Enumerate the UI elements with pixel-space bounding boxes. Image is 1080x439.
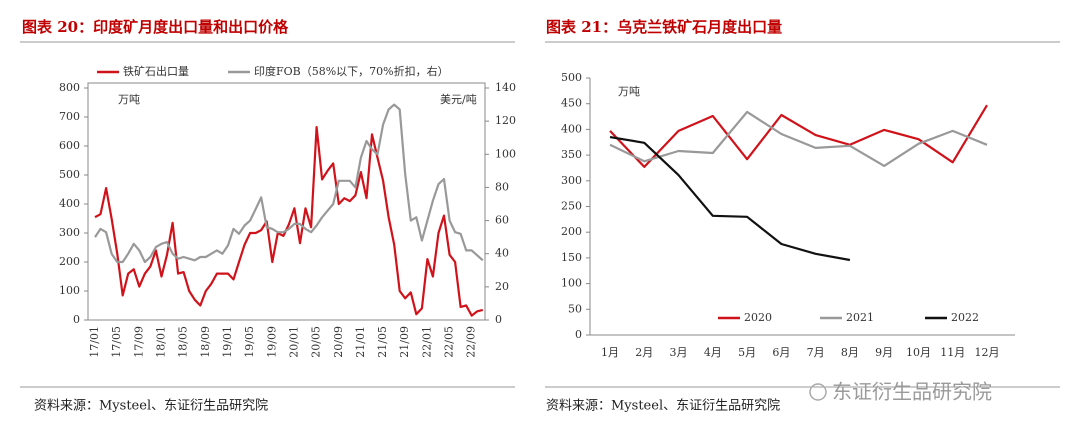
y-tick-label: 300 (59, 226, 80, 239)
x-tick-label: 19/01 (221, 326, 234, 358)
y-tick-label: 400 (59, 197, 80, 210)
y-tick-label: 800 (59, 81, 80, 94)
y2-tick-label: 80 (495, 180, 509, 193)
x-tick-label: 11月 (940, 346, 965, 359)
legend-label: 2020 (744, 311, 772, 324)
y2-tick-label: 20 (495, 280, 509, 293)
x-tick-label: 8月 (841, 346, 859, 359)
y2-tick-label: 40 (495, 247, 509, 260)
x-tick-label: 18/01 (154, 326, 167, 358)
series-line (609, 136, 851, 262)
x-tick-label: 17/05 (110, 326, 123, 358)
x-tick-label: 7月 (807, 346, 825, 359)
y-tick-label: 200 (59, 255, 80, 268)
y-tick-label: 200 (561, 225, 582, 238)
y-tick-label: 350 (561, 148, 582, 161)
chart-title: 图表 20：印度矿月度出口量和出口价格 (22, 18, 289, 36)
x-tick-label: 6月 (772, 346, 790, 359)
y-tick-label: 450 (561, 97, 582, 110)
x-tick-label: 19/05 (243, 326, 256, 358)
y2-unit: 美元/吨 (440, 93, 477, 106)
y2-tick-label: 0 (495, 313, 502, 326)
x-tick-label: 5月 (738, 346, 756, 359)
y2-tick-label: 140 (495, 81, 516, 94)
x-tick-label: 22/09 (465, 326, 478, 358)
x-tick-label: 10月 (906, 346, 931, 359)
series-line (609, 110, 988, 167)
x-tick-label: 17/01 (88, 326, 101, 358)
x-tick-label: 17/09 (132, 326, 145, 358)
legend-label: 印度FOB（58%以下，70%折扣，右） (254, 64, 449, 78)
y-tick-label: 700 (59, 110, 80, 123)
y-unit: 万吨 (618, 85, 640, 98)
y-tick-label: 100 (59, 284, 80, 297)
y-tick-label: 400 (561, 122, 582, 135)
y2-tick-label: 100 (495, 147, 516, 160)
legend-label: 铁矿石出口量 (123, 64, 189, 78)
x-tick-label: 20/09 (332, 326, 345, 358)
x-tick-label: 19/09 (265, 326, 278, 358)
y-tick-label: 500 (59, 168, 80, 181)
y-tick-label: 50 (568, 302, 582, 315)
y-tick-label: 0 (73, 313, 80, 326)
series-line (94, 126, 484, 317)
x-tick-label: 22/05 (443, 326, 456, 358)
x-tick-label: 22/01 (420, 326, 433, 358)
x-tick-label: 1月 (601, 346, 619, 359)
source: 资料来源：Mysteel、东证衍生品研究院 (546, 399, 780, 414)
x-tick-label: 9月 (875, 346, 893, 359)
series-line (94, 103, 484, 264)
x-tick-label: 18/05 (177, 326, 190, 358)
chart-title: 图表 21：乌克兰铁矿石月度出口量 (546, 18, 782, 36)
x-tick-label: 4月 (704, 346, 722, 359)
x-tick-label: 3月 (670, 346, 688, 359)
y-tick-label: 300 (561, 174, 582, 187)
y-unit: 万吨 (118, 93, 140, 106)
x-tick-label: 20/05 (310, 326, 323, 358)
y-tick-label: 100 (561, 277, 582, 290)
x-tick-label: 12月 (975, 346, 1000, 359)
y-tick-label: 600 (59, 139, 80, 152)
y-tick-label: 250 (561, 200, 582, 213)
series-line (609, 104, 988, 168)
x-tick-label: 2月 (635, 346, 653, 359)
y-tick-label: 150 (561, 251, 582, 264)
plot-frame (87, 82, 486, 321)
watermark-icon (809, 383, 827, 401)
y-tick-label: 500 (561, 71, 582, 84)
y-tick-label: 0 (575, 328, 582, 341)
legend-label: 2022 (951, 311, 979, 324)
y2-tick-label: 60 (495, 214, 509, 227)
legend-label: 2021 (846, 311, 874, 324)
x-tick-label: 18/09 (199, 326, 212, 358)
y2-tick-label: 120 (495, 114, 516, 127)
x-tick-label: 21/09 (398, 326, 411, 358)
x-tick-label: 21/01 (354, 326, 367, 358)
x-tick-label: 20/01 (287, 326, 300, 358)
watermark: 东证衍生品研究院 (832, 380, 992, 404)
source: 资料来源：Mysteel、东证衍生品研究院 (34, 399, 268, 414)
x-tick-label: 21/05 (376, 326, 389, 358)
